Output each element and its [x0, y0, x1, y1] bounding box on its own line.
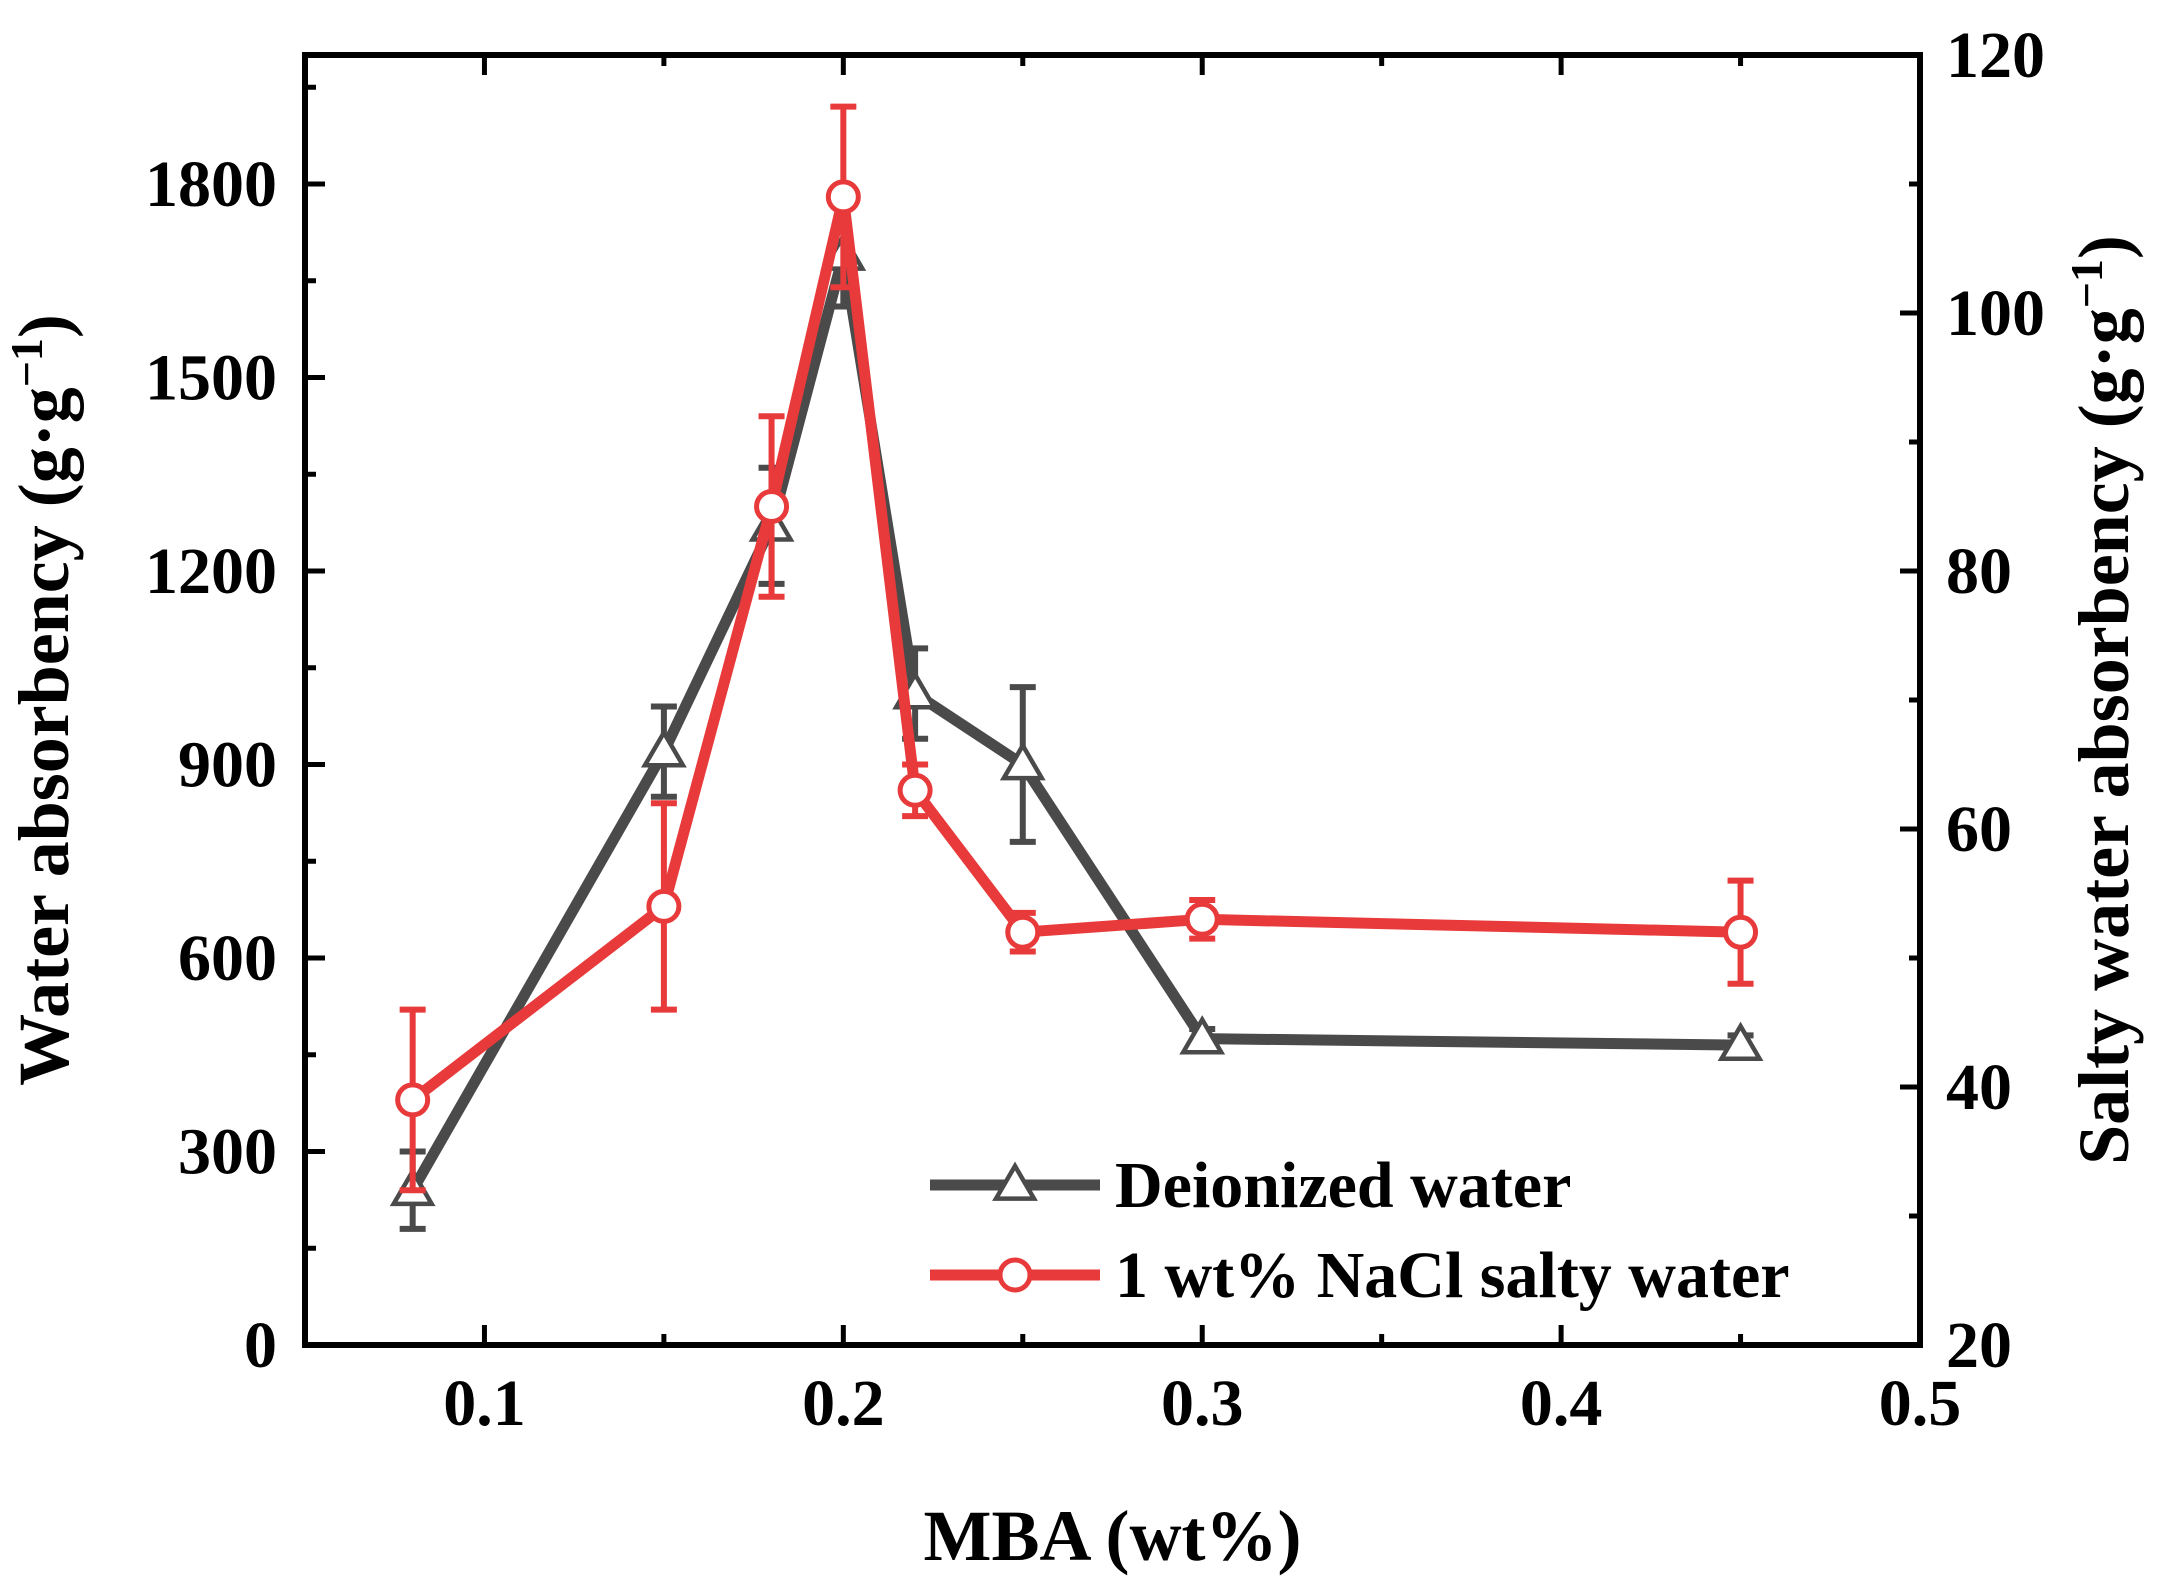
x-tick-label: 0.4	[1520, 1367, 1603, 1440]
y-right-tick-label: 40	[1946, 1051, 2012, 1124]
y-left-tick-label: 1200	[145, 535, 277, 608]
axes-layer	[302, 52, 1923, 1348]
y-right-tick-label: 60	[1946, 793, 2012, 866]
y-left-axis-title: Water absorbency (g·g−1)	[1, 314, 84, 1086]
series-line	[409, 191, 1741, 1105]
legend-label: 1 wt% NaCl salty water	[1115, 1239, 1790, 1312]
x-tick-label: 0.5	[1879, 1367, 1962, 1440]
triangle-marker	[992, 1161, 1038, 1201]
circle-marker	[1005, 914, 1041, 950]
triangle-marker	[1717, 1021, 1764, 1062]
y-right-tick-label: 100	[1946, 277, 2045, 350]
y-right-tick-label: 80	[1946, 535, 2012, 608]
circle-marker	[754, 489, 790, 524]
x-tick-label: 0.1	[443, 1367, 526, 1440]
series-2	[395, 103, 1759, 1194]
circle-marker	[997, 1257, 1033, 1293]
legend-label: Deionized water	[1115, 1149, 1571, 1222]
circle-marker	[395, 1082, 431, 1118]
circle-marker	[646, 888, 682, 924]
series-1	[389, 200, 1764, 1232]
series-line	[407, 249, 1741, 1193]
y-left-tick-label: 1500	[145, 342, 277, 415]
circle-marker	[1184, 901, 1220, 937]
y-left-tick-label: 600	[178, 922, 277, 995]
circle-marker	[897, 772, 933, 808]
x-tick-label: 0.2	[802, 1367, 885, 1440]
y-right-axis-title: Salty water absorbency (g·g−1)	[2061, 235, 2144, 1165]
y-left-tick-label: 0	[244, 1309, 277, 1382]
plot-frame	[302, 52, 1923, 1348]
series-layer	[389, 103, 1764, 1232]
y-left-tick-label: 1800	[145, 148, 277, 221]
y-left-tick-label: 900	[178, 729, 277, 802]
axis-labels: 0.1 0.2 0.3 0.4 0.5 0 300 600 900 1200 1500 1800 20 4…	[1, 19, 2144, 1576]
triangle-marker	[1179, 1015, 1226, 1055]
triangle-marker	[999, 741, 1046, 781]
circle-marker	[825, 179, 861, 215]
legend: Deionized water 1 wt% NaCl salty water	[930, 1149, 1790, 1312]
y-left-tick-label: 300	[178, 1116, 277, 1189]
x-tick-label: 0.3	[1161, 1367, 1244, 1440]
y-right-tick-label: 20	[1946, 1309, 2012, 1382]
x-axis-title: MBA (wt%)	[924, 1496, 1302, 1576]
circle-marker	[1723, 914, 1759, 950]
y-right-tick-label: 120	[1946, 19, 2045, 92]
triangle-marker	[640, 728, 687, 768]
